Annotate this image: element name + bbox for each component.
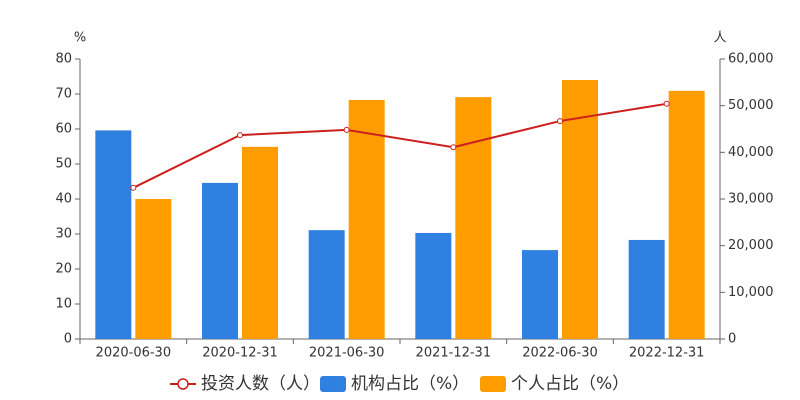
y-tick-label: 80 — [55, 52, 72, 67]
y-tick-label: 0 — [64, 332, 72, 347]
bar — [308, 230, 345, 339]
y2-tick-label: 20,000 — [728, 238, 774, 253]
y2-tick-label: 10,000 — [728, 285, 774, 300]
y-tick-label: 50 — [55, 157, 72, 172]
x-tick-label: 2020-12-31 — [202, 346, 278, 361]
bar — [562, 80, 598, 339]
y-unit: % — [74, 31, 86, 46]
bar — [628, 239, 665, 339]
point — [557, 118, 563, 125]
bar — [455, 97, 492, 340]
y2-tick-label: 40,000 — [728, 145, 774, 160]
legend-label: 投资人数（人） — [201, 374, 320, 394]
point — [450, 144, 457, 151]
bar — [668, 90, 705, 339]
point — [663, 100, 670, 107]
y-tick-label: 40 — [55, 192, 72, 207]
y2-tick-label: 50,000 — [728, 98, 774, 113]
y-tick-label: 10 — [55, 297, 72, 312]
legend-swatch — [320, 376, 346, 392]
legend-label: 机构占比（%） — [351, 374, 469, 394]
point — [343, 126, 350, 133]
legend-label: 个人占比（%） — [511, 374, 629, 394]
x-tick-label: 2022-12-31 — [629, 346, 705, 361]
bar — [95, 130, 132, 339]
x-tick-label: 2020-06-30 — [96, 346, 172, 361]
x-tick-label: 2022-06-30 — [522, 346, 598, 361]
line — [132, 102, 667, 189]
bar — [348, 99, 385, 339]
bar — [522, 250, 558, 339]
x-tick-label: 2021-06-30 — [309, 346, 385, 361]
legend-marker — [177, 378, 189, 390]
y-tick-label: 60 — [55, 122, 72, 137]
bar — [242, 146, 278, 339]
y2-tick-label: 30,000 — [728, 192, 774, 207]
bar — [415, 232, 452, 339]
y2-tick-label: 60,000 — [728, 52, 774, 67]
point — [237, 132, 243, 139]
legend-swatch — [480, 376, 506, 392]
y-tick-label: 70 — [55, 87, 72, 102]
y-tick-label: 20 — [55, 262, 72, 277]
point — [130, 184, 137, 191]
bar — [202, 182, 238, 339]
bar — [135, 199, 172, 339]
y-tick-label: 30 — [55, 227, 72, 242]
y2-unit: 人 — [713, 31, 726, 46]
x-tick-label: 2021-12-31 — [416, 346, 492, 361]
y2-tick-label: 0 — [728, 332, 736, 347]
